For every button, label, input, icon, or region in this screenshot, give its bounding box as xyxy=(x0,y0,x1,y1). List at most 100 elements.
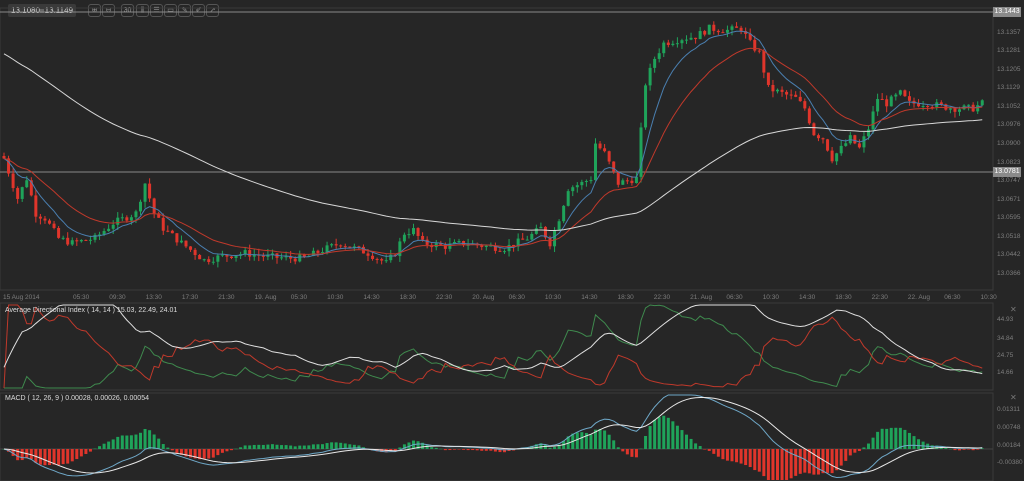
macd-histogram-bar xyxy=(894,427,898,449)
macd-histogram-bar xyxy=(748,449,752,468)
macd-histogram-bar xyxy=(744,449,748,466)
edit-icon[interactable]: ✐ xyxy=(192,4,205,17)
price-tick: 13.0823 xyxy=(997,158,1021,166)
candle-up xyxy=(280,257,284,259)
candle-down xyxy=(807,108,811,124)
candles-icon[interactable]: ⫼ xyxy=(136,4,149,17)
candle-up xyxy=(898,90,902,95)
macd-histogram-bar xyxy=(198,449,202,460)
macd-histogram-bar xyxy=(689,438,693,449)
macd-histogram-bar xyxy=(466,449,470,451)
macd-histogram-bar xyxy=(771,449,775,480)
candle-down xyxy=(512,244,516,247)
candle-up xyxy=(234,255,238,258)
macd-histogram-bar xyxy=(61,449,65,465)
candle-up xyxy=(594,143,597,181)
candle-down xyxy=(125,217,129,221)
macd-histogram-bar xyxy=(930,445,934,449)
macd-histogram-bar xyxy=(598,428,602,449)
candle-down xyxy=(703,31,707,35)
candle-up xyxy=(452,241,456,244)
time-tick: 05:30 xyxy=(73,294,90,301)
macd-histogram-bar xyxy=(653,419,657,449)
macd-histogram-bar xyxy=(480,449,484,451)
indicators-icon[interactable]: ☰ xyxy=(150,4,163,17)
macd-histogram-bar xyxy=(125,435,129,449)
timeframe-icon[interactable]: 30 xyxy=(121,4,134,17)
candle-down xyxy=(712,24,716,31)
zoom-in-icon[interactable]: ⊕ xyxy=(88,4,101,17)
candle-down xyxy=(225,254,229,257)
macd-histogram-bar xyxy=(498,449,502,453)
macd-histogram-bar xyxy=(807,449,811,474)
candle-down xyxy=(616,171,620,185)
candle-down xyxy=(302,254,306,257)
macd-tick: 0.00184 xyxy=(997,442,1021,449)
candle-down xyxy=(816,135,820,139)
time-tick: 10:30 xyxy=(544,294,562,301)
tag-icon[interactable]: ✎ xyxy=(178,4,191,17)
macd-histogram-bar xyxy=(352,444,356,449)
candle-down xyxy=(161,217,165,231)
price-tick: 13.0671 xyxy=(997,195,1021,203)
macd-histogram-bar xyxy=(307,445,311,449)
macd-histogram-bar xyxy=(380,449,384,453)
candle-up xyxy=(634,176,638,184)
macd-histogram-bar xyxy=(898,427,902,449)
macd-histogram-bar xyxy=(107,441,111,449)
macd-histogram-bar xyxy=(243,445,247,449)
candle-down xyxy=(175,233,179,243)
candle-down xyxy=(789,94,793,96)
macd-histogram-bar xyxy=(393,449,397,451)
adx-close-icon[interactable]: ✕ xyxy=(1010,305,1017,314)
candle-down xyxy=(744,31,748,34)
price-tick: 13.1052 xyxy=(997,103,1021,110)
candle-down xyxy=(157,213,161,218)
candle-down xyxy=(371,255,375,259)
macd-histogram-bar xyxy=(434,447,438,449)
macd-histogram-bar xyxy=(835,449,839,471)
candle-up xyxy=(584,181,588,183)
zoom-out-icon[interactable]: ⊖ xyxy=(102,4,115,17)
candle-up xyxy=(948,108,952,110)
macd-histogram-bar xyxy=(316,444,320,449)
macd-close-icon[interactable]: ✕ xyxy=(1010,393,1017,402)
candle-up xyxy=(525,239,529,241)
macd-histogram-bar xyxy=(421,442,425,449)
candle-up xyxy=(266,254,270,257)
candle-up xyxy=(88,239,92,241)
macd-histogram-bar xyxy=(543,444,547,449)
candle-down xyxy=(7,158,11,174)
macd-histogram-bar xyxy=(157,438,161,449)
macd-histogram-bar xyxy=(321,444,324,449)
macd-histogram-bar xyxy=(616,447,620,449)
chart-window-icon[interactable]: ▭ xyxy=(164,4,177,17)
candle-up xyxy=(980,100,984,106)
macd-histogram-bar xyxy=(780,449,784,480)
candle-up xyxy=(143,183,147,202)
candle-up xyxy=(685,39,688,41)
macd-histogram-bar xyxy=(484,449,488,451)
candle-up xyxy=(557,221,561,231)
candle-down xyxy=(953,108,957,112)
draw-icon[interactable]: ↗ xyxy=(206,4,219,17)
macd-histogram-bar xyxy=(75,449,79,460)
bid-ask-box[interactable]: 13.1080 13.1149 xyxy=(8,4,76,17)
macd-histogram-bar xyxy=(907,432,911,449)
macd-histogram-bar xyxy=(202,449,206,459)
macd-histogram-bar xyxy=(330,442,334,449)
macd-histogram-bar xyxy=(475,449,479,451)
candle-up xyxy=(680,40,684,44)
macd-histogram-bar xyxy=(503,449,506,453)
macd-histogram-bar xyxy=(57,449,61,466)
candle-up xyxy=(211,261,215,263)
macd-histogram-bar xyxy=(880,428,884,449)
candle-down xyxy=(16,188,20,199)
price-pane-frame xyxy=(0,7,994,291)
macd-histogram-bar xyxy=(184,449,188,457)
macd-histogram-bar xyxy=(725,449,729,461)
macd-histogram-bar xyxy=(735,449,739,463)
macd-histogram-bar xyxy=(657,417,661,449)
macd-histogram-bar xyxy=(580,432,584,449)
